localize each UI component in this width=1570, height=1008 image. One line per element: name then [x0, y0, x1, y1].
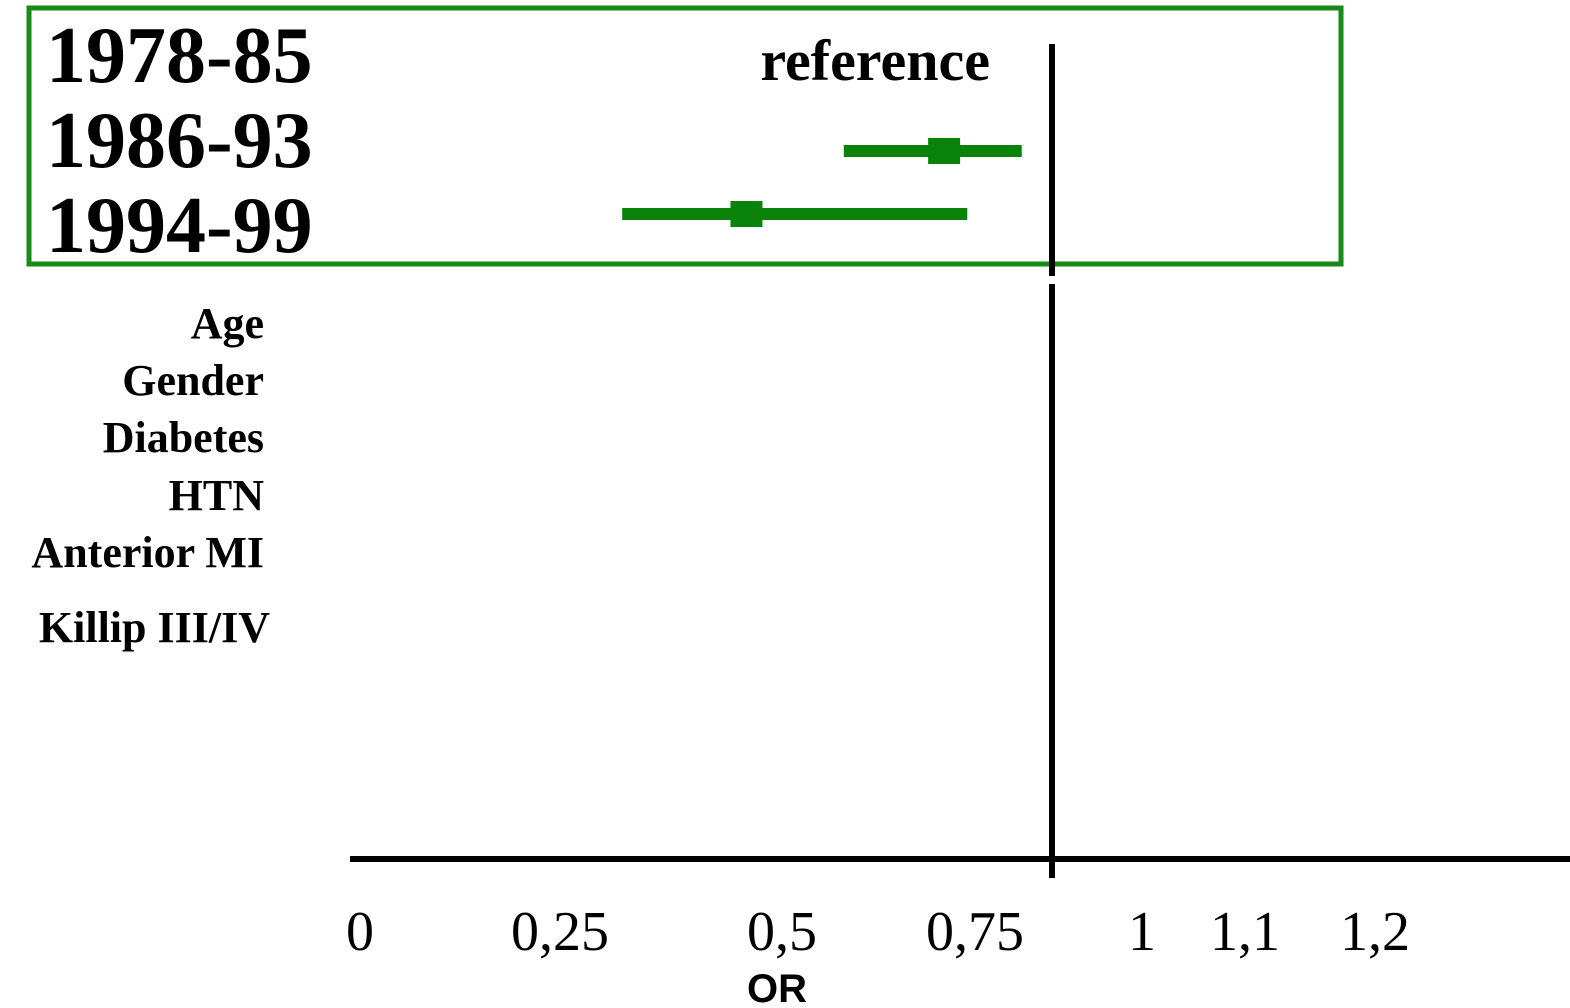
period-label-1978-85: 1978-85	[46, 12, 313, 100]
covariate-label-killip: Killip III/IV	[39, 603, 270, 652]
covariate-label-anterior-mi: Anterior MI	[31, 528, 264, 577]
x-tick-label-4: 1	[1128, 901, 1156, 963]
covariate-label-age: Age	[191, 299, 264, 348]
period-label-1986-93: 1986-93	[46, 97, 313, 185]
x-tick-label-6: 1,2	[1340, 901, 1410, 963]
x-tick-label-2: 0,5	[747, 901, 817, 963]
covariate-label-htn: HTN	[169, 471, 265, 520]
covariate-label-diabetes: Diabetes	[103, 413, 264, 462]
point-estimate-1994-99	[730, 201, 763, 227]
period-highlight-box	[26, 5, 1344, 267]
reference-label: reference	[760, 28, 990, 93]
x-tick-label-0: 0	[346, 901, 374, 963]
point-estimate-1986-93	[928, 138, 961, 164]
x-tick-label-5: 1,1	[1210, 901, 1280, 963]
period-label-1994-99: 1994-99	[46, 182, 313, 270]
x-axis-title: OR	[747, 967, 807, 1008]
covariate-label-gender: Gender	[122, 356, 264, 405]
x-tick-label-3: 0,75	[926, 901, 1024, 963]
x-tick-label-1: 0,25	[511, 901, 609, 963]
